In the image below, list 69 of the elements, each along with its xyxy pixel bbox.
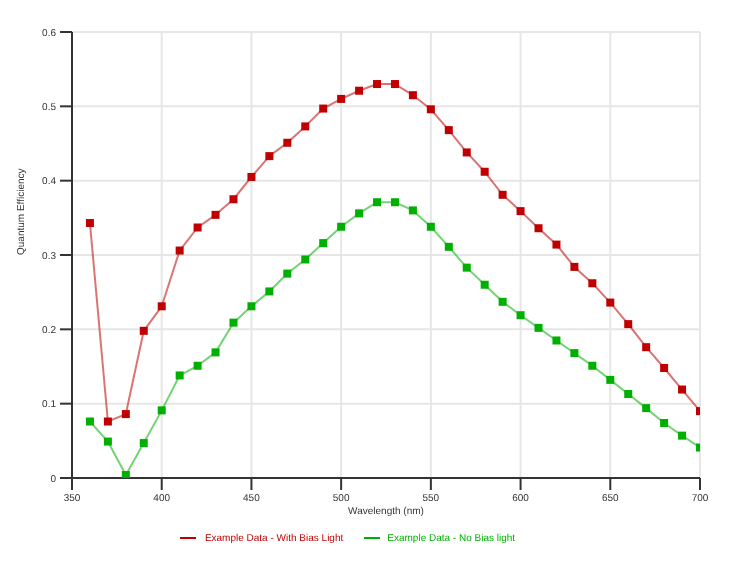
point — [444, 242, 453, 251]
point — [534, 323, 543, 332]
point — [121, 410, 130, 419]
point — [516, 311, 525, 320]
point — [103, 437, 112, 446]
point — [157, 302, 166, 311]
point — [408, 91, 417, 100]
point — [301, 255, 310, 264]
point — [337, 222, 346, 231]
point — [175, 246, 184, 255]
point — [480, 280, 489, 289]
point — [552, 240, 561, 249]
point — [570, 262, 579, 271]
point — [552, 336, 561, 345]
point — [390, 80, 399, 89]
point — [193, 361, 202, 370]
point — [175, 371, 184, 380]
point — [462, 148, 471, 157]
point — [642, 343, 651, 352]
point — [319, 239, 328, 248]
point — [373, 80, 382, 89]
point — [390, 198, 399, 207]
point — [355, 209, 364, 218]
point — [426, 222, 435, 231]
point — [570, 349, 579, 358]
point — [444, 126, 453, 135]
point — [139, 326, 148, 335]
point — [624, 390, 633, 398]
point — [588, 279, 597, 288]
point — [498, 190, 507, 199]
point — [606, 375, 615, 384]
point — [660, 418, 669, 427]
point — [283, 269, 292, 278]
point — [121, 471, 130, 478]
point — [301, 122, 310, 131]
point — [606, 298, 615, 307]
point — [229, 318, 238, 327]
point — [157, 406, 166, 415]
point — [85, 417, 94, 426]
point — [426, 105, 435, 114]
point — [139, 439, 148, 448]
point — [660, 363, 669, 372]
point — [247, 302, 256, 311]
point — [211, 348, 220, 357]
point — [247, 172, 256, 181]
point — [103, 417, 112, 426]
point — [678, 431, 687, 440]
point — [462, 263, 471, 272]
point — [408, 206, 417, 215]
point — [480, 167, 489, 176]
point — [498, 297, 507, 306]
point — [85, 219, 94, 228]
point — [319, 104, 328, 113]
point — [373, 198, 382, 207]
point — [516, 207, 525, 216]
point — [624, 320, 633, 329]
point — [588, 361, 597, 370]
point — [678, 385, 687, 394]
point — [265, 152, 274, 161]
point — [642, 404, 651, 413]
point — [283, 138, 292, 147]
point — [534, 224, 543, 233]
point — [229, 195, 238, 204]
point — [265, 287, 274, 296]
point — [355, 86, 364, 95]
point — [193, 223, 202, 232]
line-series — [85, 80, 700, 426]
point — [211, 210, 220, 219]
point — [337, 94, 346, 103]
